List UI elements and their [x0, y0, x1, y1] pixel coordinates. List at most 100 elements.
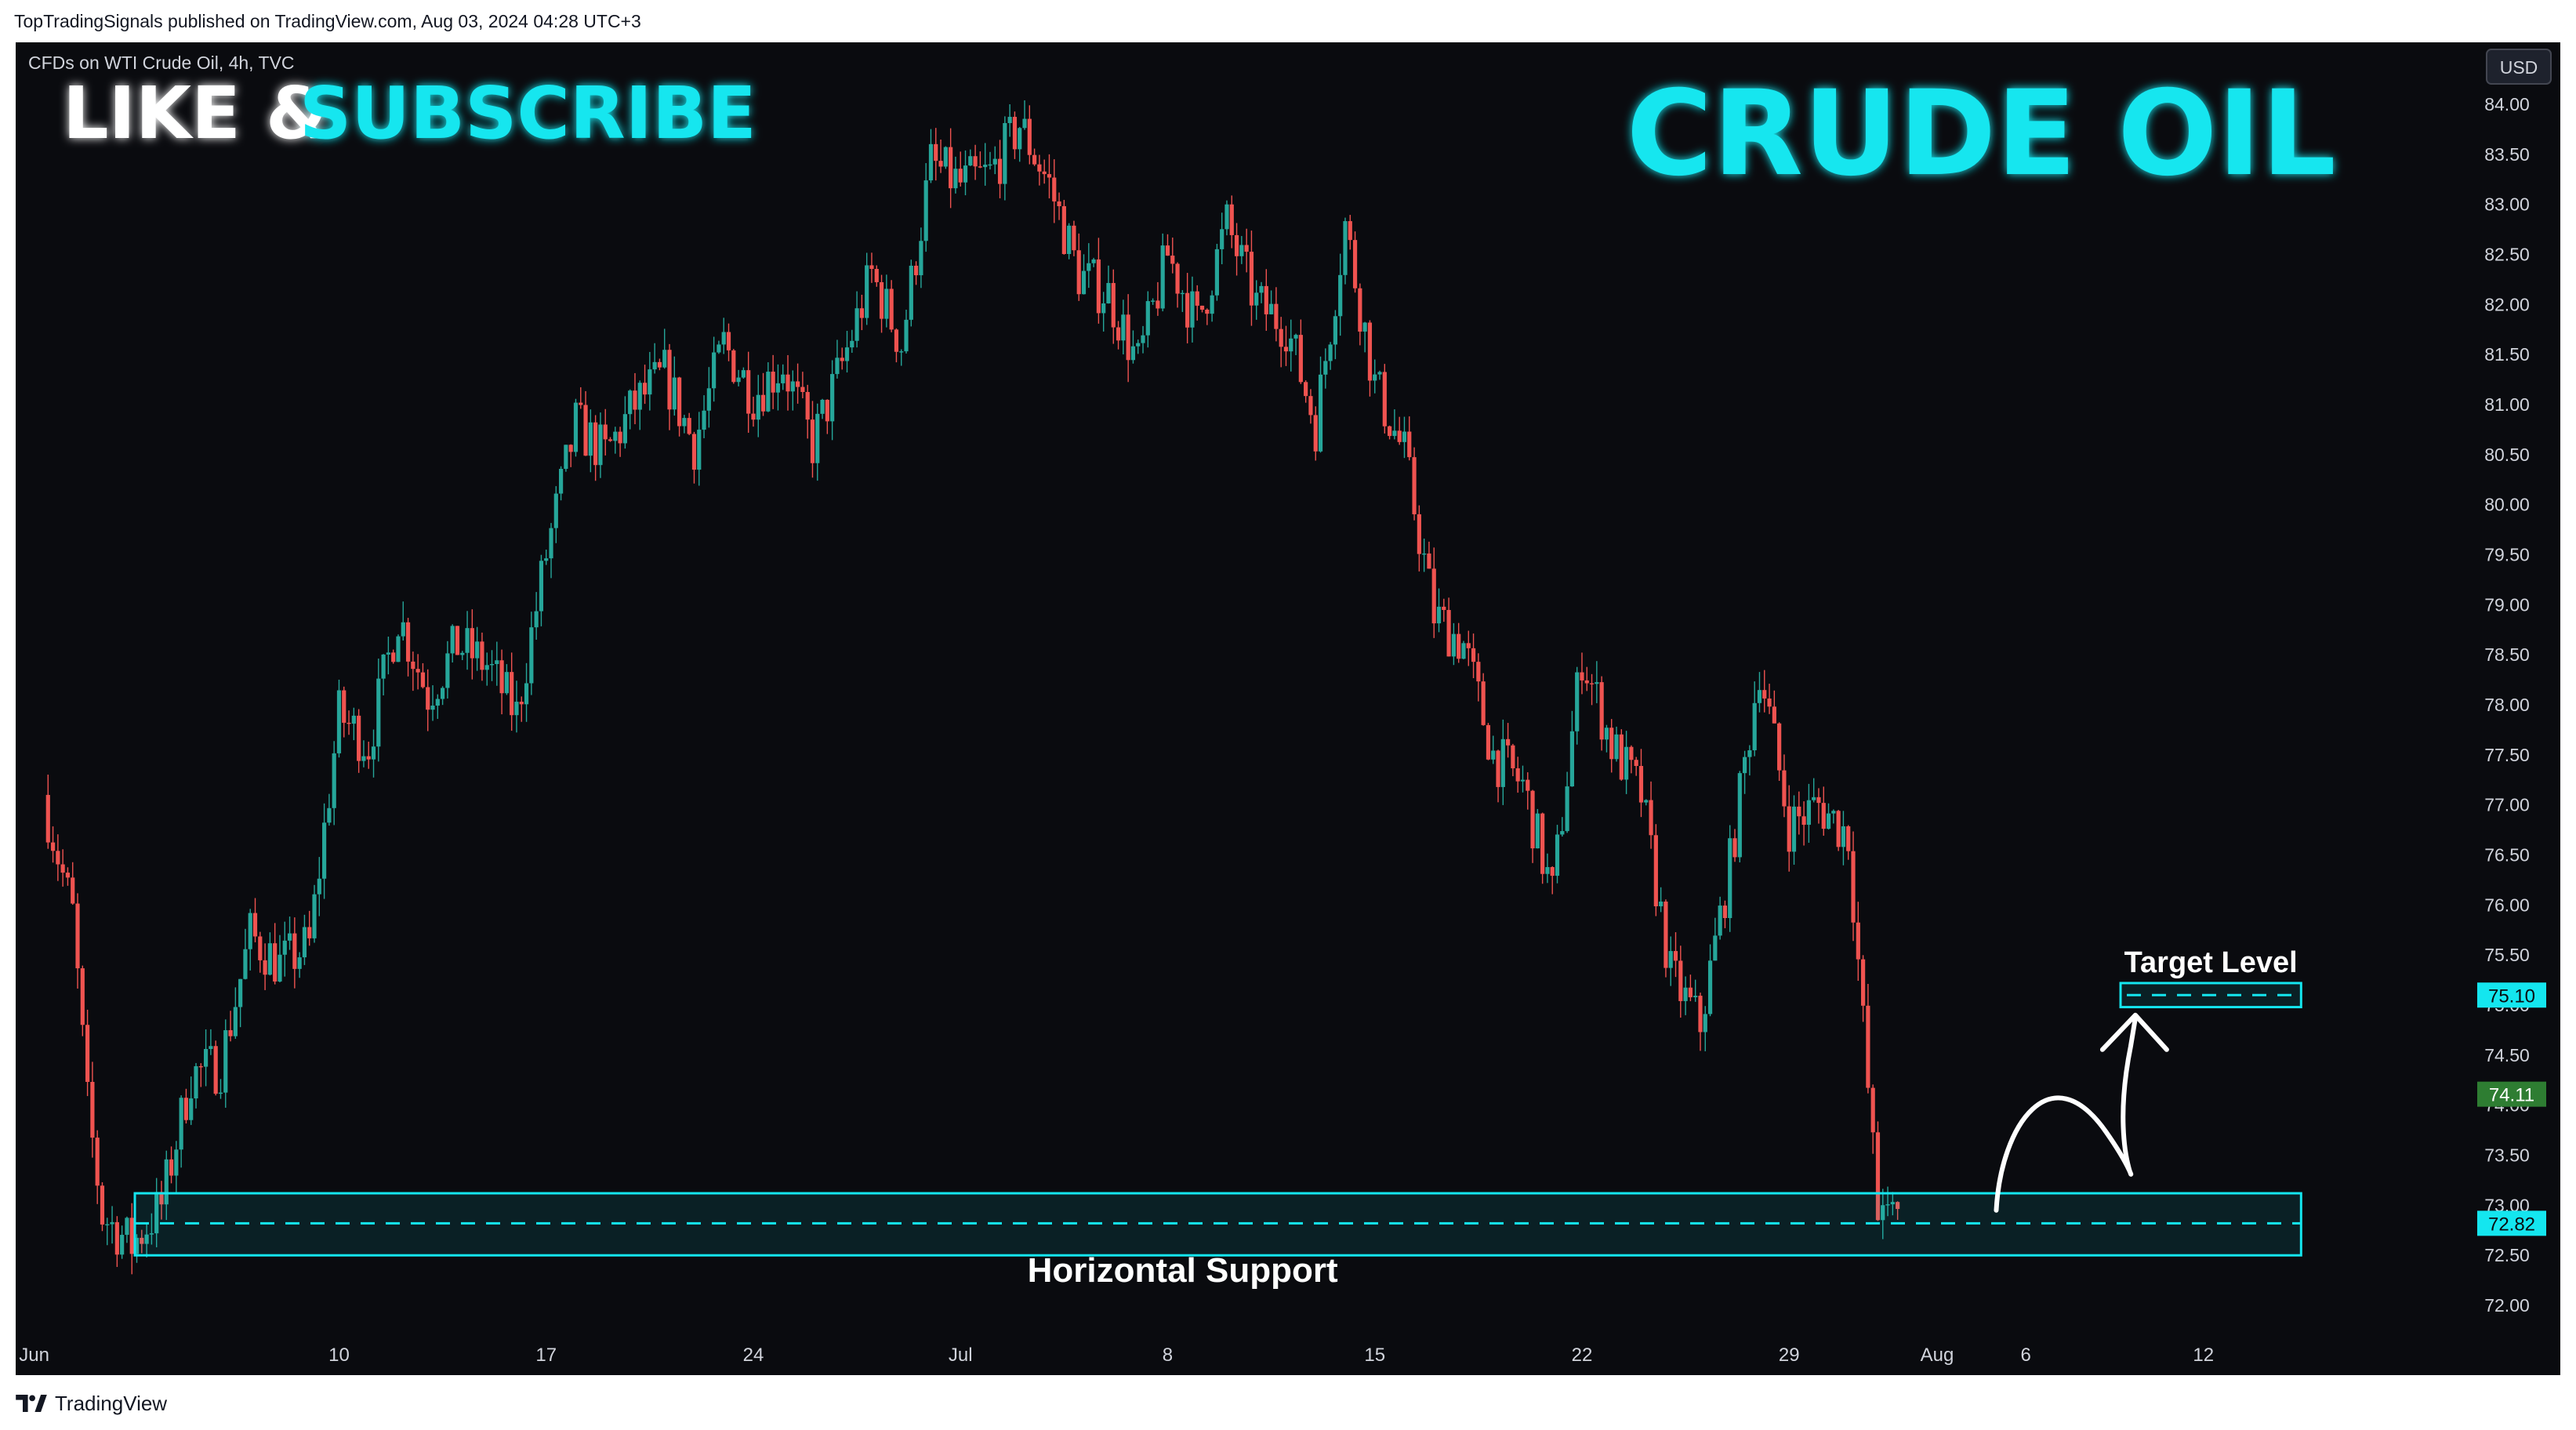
candle-down[interactable] — [1526, 772, 1530, 810]
candle-down[interactable] — [579, 387, 583, 409]
candle-up[interactable] — [189, 1076, 194, 1125]
candle-down[interactable] — [1072, 220, 1076, 256]
candle-down[interactable] — [889, 280, 894, 332]
candle-up[interactable] — [105, 1218, 110, 1246]
candle-up[interactable] — [1831, 809, 1836, 824]
time-axis-bg[interactable] — [16, 1334, 2469, 1375]
candle-up[interactable] — [1377, 370, 1382, 380]
chart-panel[interactable]: Horizontal Support Target Level CFDs on WT… — [16, 42, 2560, 1375]
candle-down[interactable] — [213, 1040, 218, 1096]
candle-down[interactable] — [95, 1130, 100, 1204]
candle-up[interactable] — [790, 370, 795, 411]
candle-down[interactable] — [1580, 652, 1584, 695]
candle-up[interactable] — [450, 624, 455, 663]
candle-up[interactable] — [327, 793, 332, 826]
candle-down[interactable] — [183, 1088, 189, 1124]
candle-down[interactable] — [85, 1009, 90, 1097]
candle-down[interactable] — [608, 437, 613, 442]
candle-up[interactable] — [465, 611, 470, 670]
candle-up[interactable] — [899, 349, 904, 366]
candle-up[interactable] — [233, 987, 238, 1040]
candle-up[interactable] — [361, 740, 366, 768]
candle-up[interactable] — [1151, 298, 1156, 305]
price-label-last[interactable]: 74.11 — [2477, 1081, 2546, 1107]
candle-up[interactable] — [1022, 100, 1027, 130]
candle-down[interactable] — [1851, 831, 1856, 942]
candle-up[interactable] — [781, 364, 785, 390]
candle-up[interactable] — [702, 395, 706, 438]
candle-down[interactable] — [1673, 932, 1678, 978]
candle-up[interactable] — [622, 396, 627, 449]
candle-down[interactable] — [45, 775, 50, 849]
candle-up[interactable] — [1624, 731, 1629, 794]
candle-up[interactable] — [1614, 726, 1619, 762]
candle-up[interactable] — [1718, 896, 1722, 940]
candle-up[interactable] — [1210, 290, 1214, 322]
candle-down[interactable] — [1047, 154, 1052, 199]
candle-down[interactable] — [726, 323, 731, 361]
candle-up[interactable] — [544, 550, 549, 565]
candle-up[interactable] — [1106, 265, 1111, 304]
candle-up[interactable] — [1713, 917, 1718, 961]
candle-down[interactable] — [1027, 105, 1032, 165]
candle-down[interactable] — [568, 444, 573, 467]
candle-up[interactable] — [351, 707, 356, 741]
candle-up[interactable] — [1791, 795, 1797, 865]
candle-down[interactable] — [1649, 781, 1653, 849]
tradingview-footer[interactable]: TradingView — [16, 1389, 167, 1417]
symbol-info[interactable]: CFDs on WTI Crude Oil, 4h, TVC — [28, 53, 295, 73]
candle-up[interactable] — [445, 641, 450, 699]
candle-up[interactable] — [854, 291, 859, 348]
candle-up[interactable] — [637, 380, 642, 430]
candle-up[interactable] — [1595, 661, 1599, 703]
candle-up[interactable] — [209, 1029, 213, 1055]
candle-down[interactable] — [420, 662, 426, 689]
candle-down[interactable] — [1397, 416, 1402, 445]
candle-down[interactable] — [1772, 690, 1776, 724]
candle-down[interactable] — [1476, 653, 1481, 702]
candle-up[interactable] — [1555, 825, 1560, 884]
candle-down[interactable] — [1042, 159, 1047, 184]
candle-up[interactable] — [1644, 799, 1649, 806]
candle-down[interactable] — [914, 261, 919, 285]
candle-down[interactable] — [593, 415, 598, 481]
candle-down[interactable] — [1801, 801, 1806, 846]
candle-down[interactable] — [415, 654, 420, 690]
candle-down[interactable] — [1249, 230, 1254, 326]
candle-up[interactable] — [396, 634, 401, 662]
candle-down[interactable] — [687, 412, 691, 436]
candle-up[interactable] — [1130, 330, 1136, 364]
candle-up[interactable] — [120, 1225, 125, 1259]
candle-down[interactable] — [1308, 389, 1313, 424]
candle-down[interactable] — [1412, 447, 1417, 521]
candle-up[interactable] — [712, 336, 717, 402]
candle-up[interactable] — [475, 626, 480, 671]
candle-down[interactable] — [366, 742, 371, 769]
candle-down[interactable] — [691, 431, 697, 484]
candle-down[interactable] — [1875, 1121, 1881, 1221]
candle-down[interactable] — [1599, 676, 1604, 751]
candle-up[interactable] — [1101, 292, 1106, 332]
candle-down[interactable] — [800, 372, 805, 399]
candle-up[interactable] — [1500, 719, 1505, 805]
candle-up[interactable] — [1569, 710, 1574, 787]
candle-down[interactable] — [60, 849, 65, 887]
candle-up[interactable] — [238, 978, 243, 1028]
candle-up[interactable] — [741, 367, 746, 379]
candle-up[interactable] — [923, 163, 928, 252]
candle-up[interactable] — [1757, 672, 1762, 713]
candle-up[interactable] — [164, 1150, 169, 1221]
candle-down[interactable] — [751, 397, 756, 427]
candle-down[interactable] — [785, 354, 790, 411]
promo-banner[interactable]: LIKE &SUBSCRIBE — [63, 71, 756, 155]
candle-up[interactable] — [865, 252, 869, 325]
candle-up[interactable] — [1220, 212, 1225, 265]
candle-up[interactable] — [322, 803, 327, 899]
candle-up[interactable] — [194, 1062, 198, 1109]
candle-down[interactable] — [71, 862, 75, 906]
candle-down[interactable] — [997, 140, 1003, 198]
candle-up[interactable] — [1545, 853, 1550, 884]
candle-down[interactable] — [1126, 294, 1130, 383]
candle-down[interactable] — [1653, 824, 1658, 916]
candle-down[interactable] — [1698, 993, 1703, 1051]
